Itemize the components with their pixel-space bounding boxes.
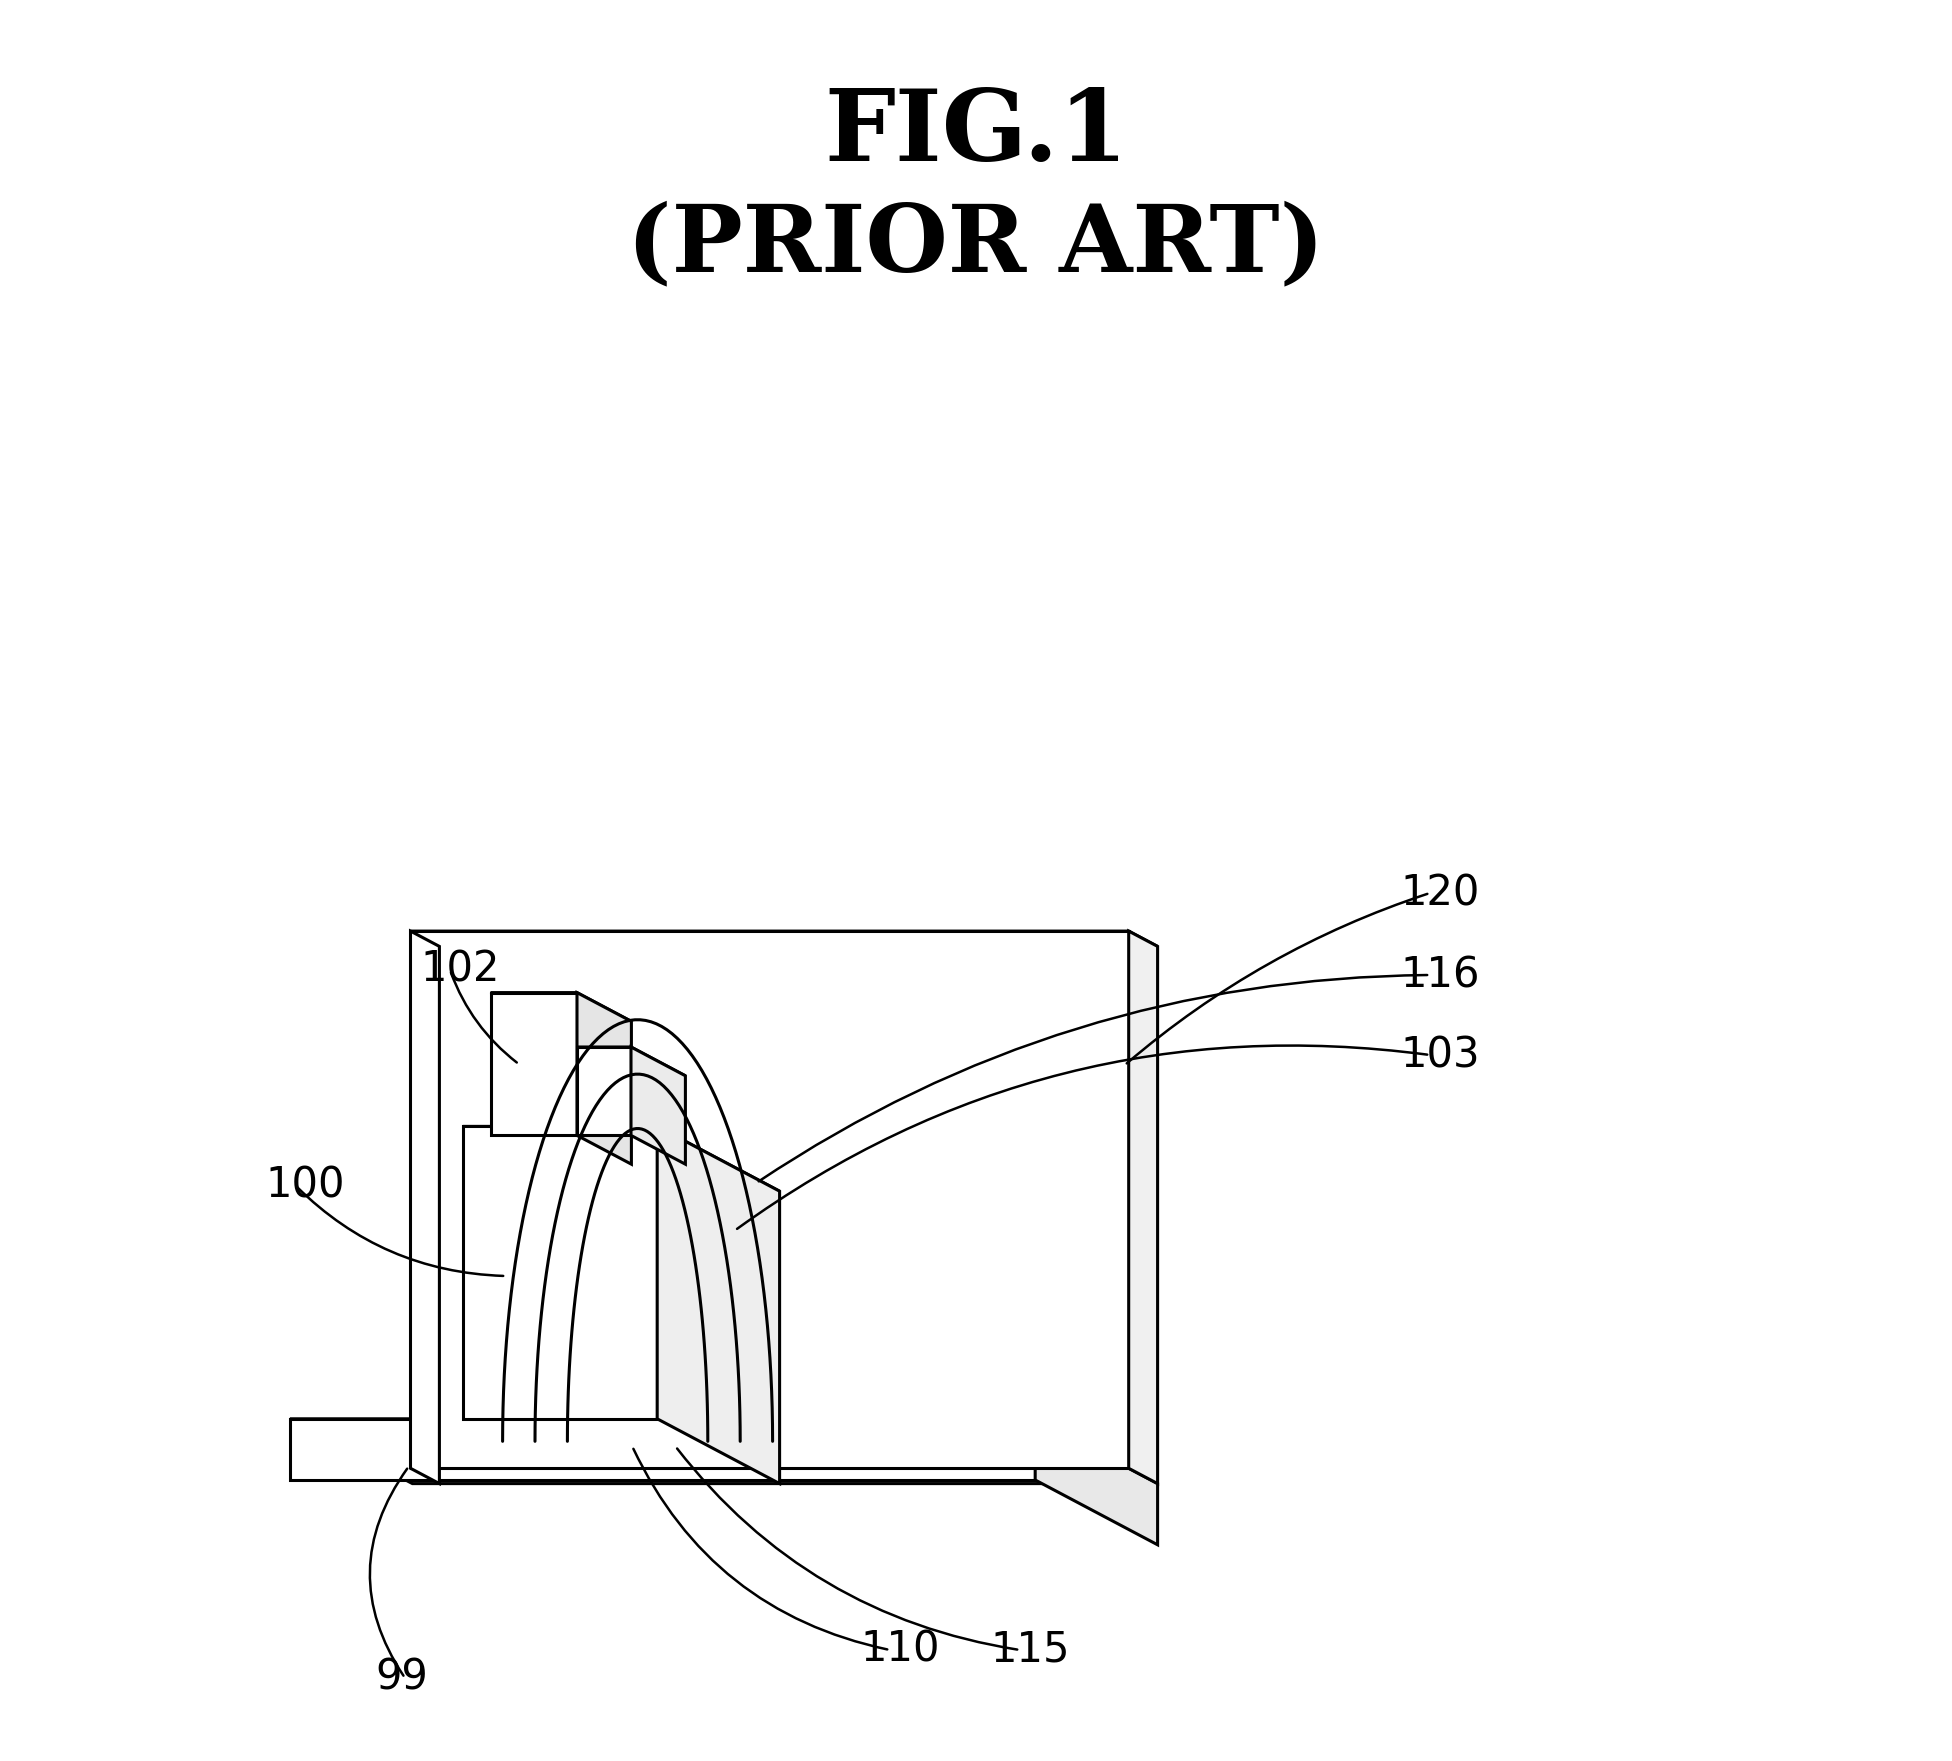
Polygon shape: [578, 993, 630, 1164]
Text: 100: 100: [265, 1164, 344, 1206]
FancyArrowPatch shape: [369, 1469, 408, 1676]
Polygon shape: [630, 1048, 685, 1164]
Polygon shape: [410, 932, 1128, 1469]
Polygon shape: [578, 1048, 685, 1076]
FancyArrowPatch shape: [1126, 895, 1427, 1064]
FancyArrowPatch shape: [451, 972, 517, 1062]
Polygon shape: [1128, 932, 1158, 1483]
FancyArrowPatch shape: [677, 1449, 1017, 1650]
Polygon shape: [410, 932, 439, 1483]
Polygon shape: [291, 1419, 1035, 1479]
Text: (PRIOR ART): (PRIOR ART): [627, 201, 1325, 291]
Polygon shape: [658, 1127, 779, 1483]
Polygon shape: [463, 1127, 658, 1419]
Text: 102: 102: [420, 949, 500, 991]
Text: 120: 120: [1400, 872, 1480, 914]
FancyArrowPatch shape: [632, 1449, 888, 1650]
Polygon shape: [578, 1048, 630, 1136]
FancyArrowPatch shape: [738, 1046, 1427, 1229]
Text: 115: 115: [990, 1629, 1070, 1671]
Polygon shape: [291, 1419, 1158, 1483]
Text: 110: 110: [861, 1629, 939, 1671]
Polygon shape: [410, 932, 1158, 946]
FancyArrowPatch shape: [759, 976, 1427, 1182]
Polygon shape: [490, 993, 578, 1136]
Text: 116: 116: [1400, 954, 1480, 997]
Text: FIG.1: FIG.1: [824, 85, 1128, 181]
Text: 99: 99: [375, 1657, 427, 1699]
Text: 103: 103: [1400, 1034, 1480, 1076]
Polygon shape: [490, 993, 630, 1021]
Polygon shape: [463, 1127, 779, 1190]
FancyArrowPatch shape: [297, 1187, 504, 1277]
Polygon shape: [1035, 1419, 1158, 1544]
